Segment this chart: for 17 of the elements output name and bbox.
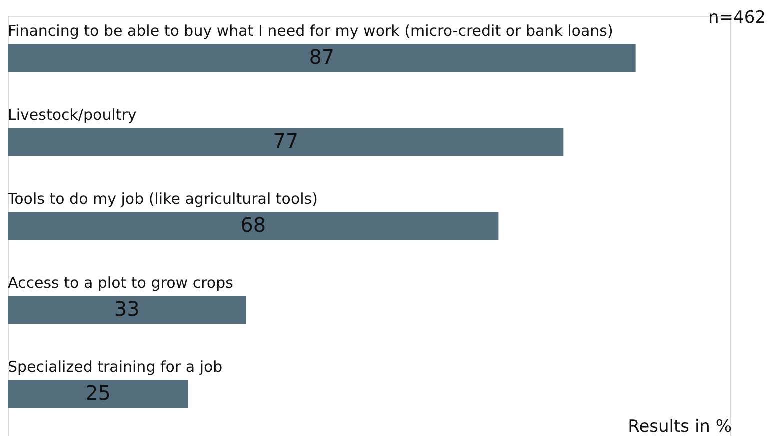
data-label: 68: [240, 213, 266, 237]
y-tick-label: Financing to be able to buy what I need for my work (micro-credit or bank loans): [8, 22, 614, 40]
bar: [8, 128, 564, 156]
annotation: Results in %: [628, 417, 732, 436]
y-tick-label: Access to a plot to grow crops: [8, 274, 234, 292]
bar: [8, 44, 636, 72]
bar: [8, 380, 188, 408]
data-label: 87: [309, 45, 335, 69]
text: n=462: [708, 8, 766, 28]
y-tick-label: Specialized training for a job: [8, 358, 223, 376]
bar: [8, 296, 246, 324]
y-tick-label: Livestock/poultry: [8, 106, 137, 124]
data-label: 25: [85, 381, 111, 405]
data-label: 33: [114, 297, 140, 321]
data-label: 77: [273, 129, 299, 153]
bar: [8, 212, 499, 240]
y-tick-label: Tools to do my job (like agricultural tools): [7, 190, 318, 208]
